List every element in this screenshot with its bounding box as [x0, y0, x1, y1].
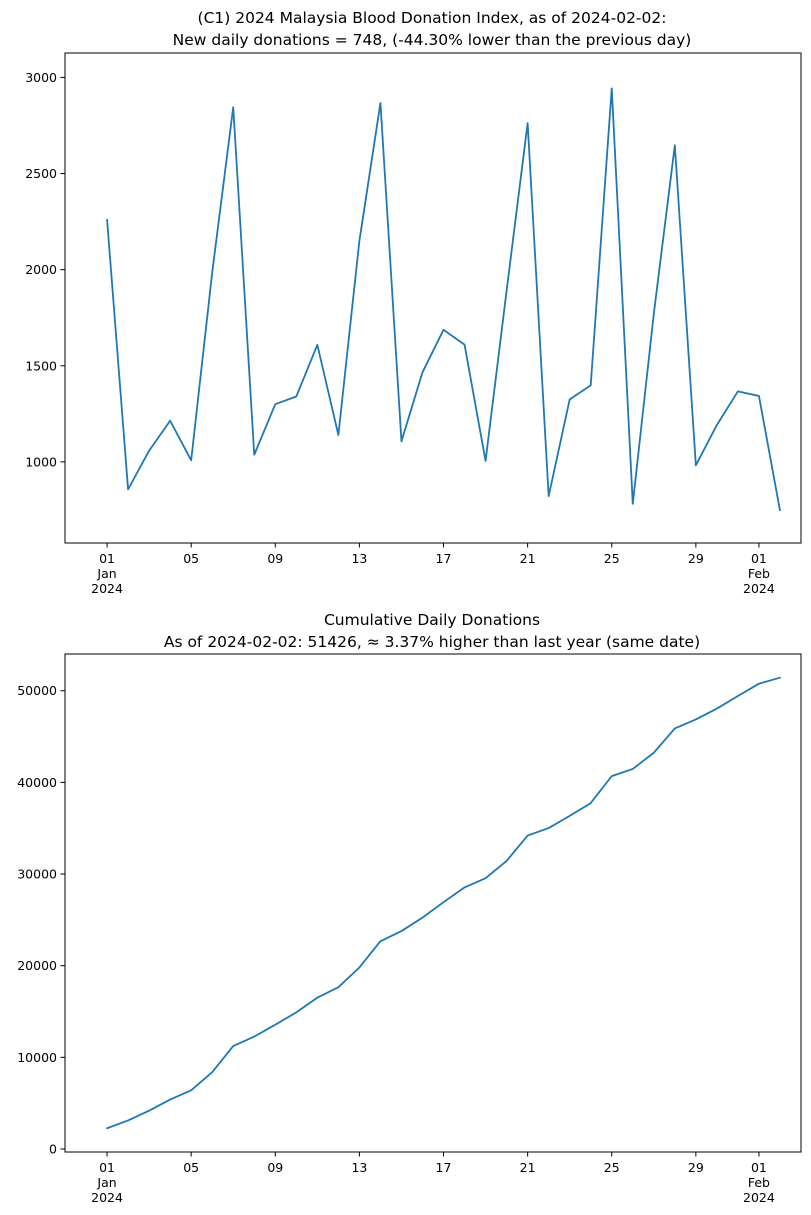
x-tick-label: 17 [436, 551, 452, 566]
x-tick-label: Feb [748, 1175, 770, 1190]
plot-frame [64, 653, 802, 1153]
y-axis: 1000 1500 2000 2500 3000 [25, 70, 65, 469]
x-tick-label: 29 [688, 1160, 704, 1175]
y-tick-label: 2000 [25, 262, 57, 277]
x-tick-label: 13 [351, 551, 367, 566]
x-tick-label: Jan [96, 1175, 116, 1190]
x-tick-label: 2024 [91, 581, 123, 596]
chart-title-line-2: New daily donations = 748, (-44.30% lowe… [173, 31, 692, 49]
y-tick-label: 1500 [25, 358, 57, 373]
x-tick-label: 25 [604, 551, 620, 566]
x-tick-label: 21 [520, 1160, 536, 1175]
chart-title-line-1: Cumulative Daily Donations [324, 611, 540, 629]
daily-donations-line [106, 87, 781, 512]
y-tick-label: 40000 [17, 775, 57, 790]
y-tick-label: 3000 [25, 70, 57, 85]
x-tick-label: 2024 [91, 1190, 123, 1205]
x-tick-label: 29 [688, 551, 704, 566]
y-tick-label: 30000 [17, 867, 57, 882]
y-tick-label: 20000 [17, 958, 57, 973]
y-tick-label: 10000 [17, 1050, 57, 1065]
x-tick-label: 21 [520, 551, 536, 566]
plot-frame [64, 52, 802, 544]
x-tick-label: 01 [751, 1160, 767, 1175]
cumulative-donations-line [106, 676, 781, 1130]
chart-title-line-2: As of 2024-02-02: 51426, ≈ 3.37% higher … [164, 633, 700, 651]
x-tick-label: 05 [183, 1160, 199, 1175]
x-tick-label: 01 [99, 1160, 115, 1175]
y-tick-label: 1000 [25, 454, 57, 469]
y-tick-label: 0 [49, 1141, 57, 1156]
x-tick-label: 09 [267, 1160, 283, 1175]
x-tick-label: 09 [267, 551, 283, 566]
y-tick-label: 2500 [25, 166, 57, 181]
chart-title-line-1: (C1) 2024 Malaysia Blood Donation Index,… [198, 9, 667, 27]
x-tick-label: 05 [183, 551, 199, 566]
daily-donations-chart: (C1) 2024 Malaysia Blood Donation Index,… [25, 9, 802, 596]
x-tick-label: 13 [351, 1160, 367, 1175]
x-tick-label: 2024 [743, 581, 775, 596]
x-tick-label: 25 [604, 1160, 620, 1175]
cumulative-donations-chart: Cumulative Daily Donations As of 2024-02… [17, 611, 802, 1205]
x-tick-label: Feb [748, 566, 770, 581]
x-tick-label: Jan [96, 566, 116, 581]
x-tick-label: 01 [751, 551, 767, 566]
x-tick-label: 2024 [743, 1190, 775, 1205]
x-tick-label: 01 [99, 551, 115, 566]
y-axis: 0 10000 20000 30000 40000 50000 [17, 683, 65, 1156]
x-tick-label: 17 [436, 1160, 452, 1175]
y-tick-label: 50000 [17, 683, 57, 698]
